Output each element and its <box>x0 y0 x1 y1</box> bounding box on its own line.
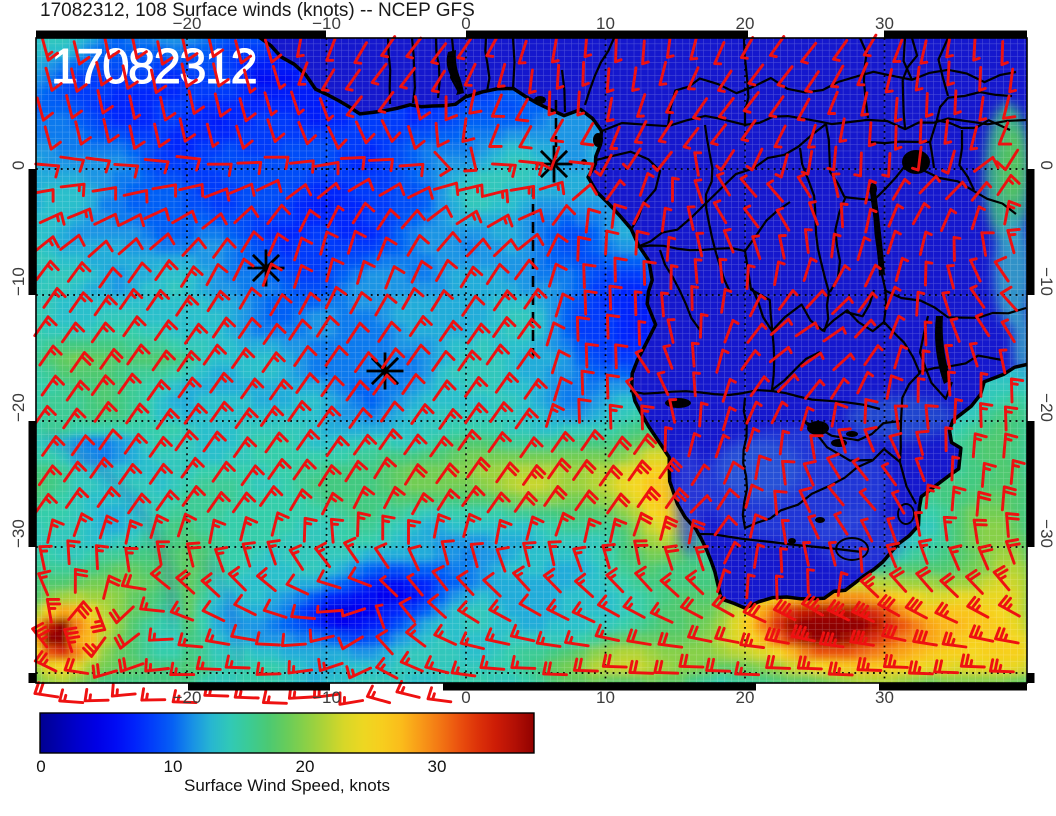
svg-text:−30: −30 <box>1037 519 1056 548</box>
svg-text:0: 0 <box>461 14 470 33</box>
svg-text:−20: −20 <box>1037 393 1056 422</box>
svg-text:20: 20 <box>296 757 315 776</box>
svg-text:−10: −10 <box>312 688 341 707</box>
svg-text:20: 20 <box>736 688 755 707</box>
svg-text:10: 10 <box>596 14 615 33</box>
svg-text:−20: −20 <box>173 14 202 33</box>
svg-text:−10: −10 <box>312 14 341 33</box>
svg-text:10: 10 <box>164 757 183 776</box>
svg-text:0: 0 <box>36 757 45 776</box>
svg-text:30: 30 <box>875 14 894 33</box>
svg-text:−20: −20 <box>173 688 202 707</box>
svg-text:30: 30 <box>428 757 447 776</box>
svg-text:−20: −20 <box>9 393 28 422</box>
svg-text:30: 30 <box>875 688 894 707</box>
svg-text:Surface Wind Speed, knots: Surface Wind Speed, knots <box>184 776 390 795</box>
svg-text:−10: −10 <box>9 267 28 296</box>
svg-text:10: 10 <box>596 688 615 707</box>
svg-text:−10: −10 <box>1037 267 1056 296</box>
svg-text:0: 0 <box>9 161 28 170</box>
svg-text:17082312, 108 Surface winds (k: 17082312, 108 Surface winds (knots) -- N… <box>40 0 475 21</box>
svg-text:−30: −30 <box>9 519 28 548</box>
svg-text:0: 0 <box>1037 161 1056 170</box>
svg-text:20: 20 <box>736 14 755 33</box>
svg-text:0: 0 <box>461 688 470 707</box>
